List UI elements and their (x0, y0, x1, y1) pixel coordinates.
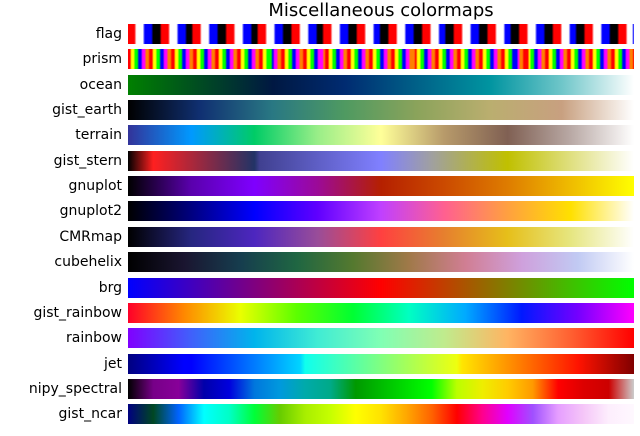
colormap-bar-terrain (128, 125, 634, 146)
colormap-bar-gist-ncar (128, 404, 634, 425)
colormap-label-ocean: ocean (79, 76, 122, 93)
colormap-bar-ocean (128, 74, 634, 95)
colormap-bar-gnuplot2 (128, 201, 634, 222)
colormap-label-gist-rainbow: gist_rainbow (33, 304, 122, 321)
colormap-label-gnuplot2: gnuplot2 (59, 203, 122, 220)
colormap-bar-brg (128, 277, 634, 298)
colormap-label-brg: brg (98, 279, 122, 296)
chart-title: Miscellaneous colormaps (268, 0, 494, 21)
colormap-label-terrain: terrain (75, 127, 122, 144)
colormap-label-rainbow: rainbow (66, 330, 122, 347)
colormap-label-gnuplot: gnuplot (68, 178, 122, 195)
colormap-bar-prism (128, 49, 634, 70)
colormap-label-gist-earth: gist_earth (52, 102, 122, 119)
colormap-label-cubehelix: cubehelix (54, 254, 122, 271)
colormap-bar-gist-earth (128, 100, 634, 121)
colormap-label-jet: jet (104, 355, 122, 372)
colormap-bar-flag (128, 24, 634, 44)
colormap-label-cmrmap: CMRmap (59, 228, 122, 245)
colormap-label-flag: flag (95, 26, 122, 42)
colormap-bar-gist-rainbow (128, 302, 634, 323)
colormap-bar-jet (128, 353, 634, 374)
colormap-label-nipy-spectral: nipy_spectral (28, 380, 122, 397)
colormap-bar-nipy-spectral (128, 378, 634, 399)
colormap-bar-cubehelix (128, 252, 634, 273)
colormap-label-prism: prism (82, 51, 122, 68)
colormap-label-gist-ncar: gist_ncar (58, 406, 122, 423)
colormap-bar-cmrmap (128, 226, 634, 247)
colormap-bar-gist-stern (128, 150, 634, 171)
colormap-bar-rainbow (128, 328, 634, 349)
colormap-label-gist-stern: gist_stern (53, 152, 122, 169)
colormap-bar-gnuplot (128, 176, 634, 197)
